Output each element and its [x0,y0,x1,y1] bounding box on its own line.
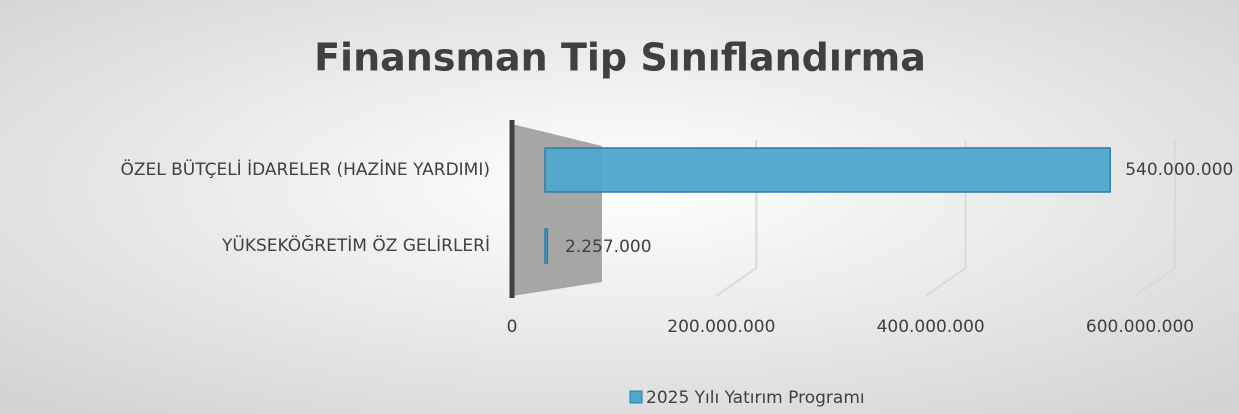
legend-label: 2025 Yılı Yatırım Programı [646,388,865,408]
x-tick-label: 400.000.000 [877,317,985,337]
data-label: 540.000.000 [1125,160,1233,180]
x-tick-label: 0 [507,317,518,337]
chart-title: Finansman Tip Sınıflandırma [314,36,926,80]
data-label: 2.257.000 [565,237,652,257]
bar [544,147,1111,193]
legend-swatch [629,390,643,404]
bar [544,228,549,264]
grid-line [1134,140,1176,297]
x-tick-label: 600.000.000 [1086,317,1194,337]
y-tick-label: YÜKSEKÖĞRETİM ÖZ GELİRLERİ [221,234,490,256]
y-tick-label: ÖZEL BÜTÇELİ İDARELER (HAZİNE YARDIMI) [120,158,490,180]
x-tick-label: 200.000.000 [667,317,775,337]
